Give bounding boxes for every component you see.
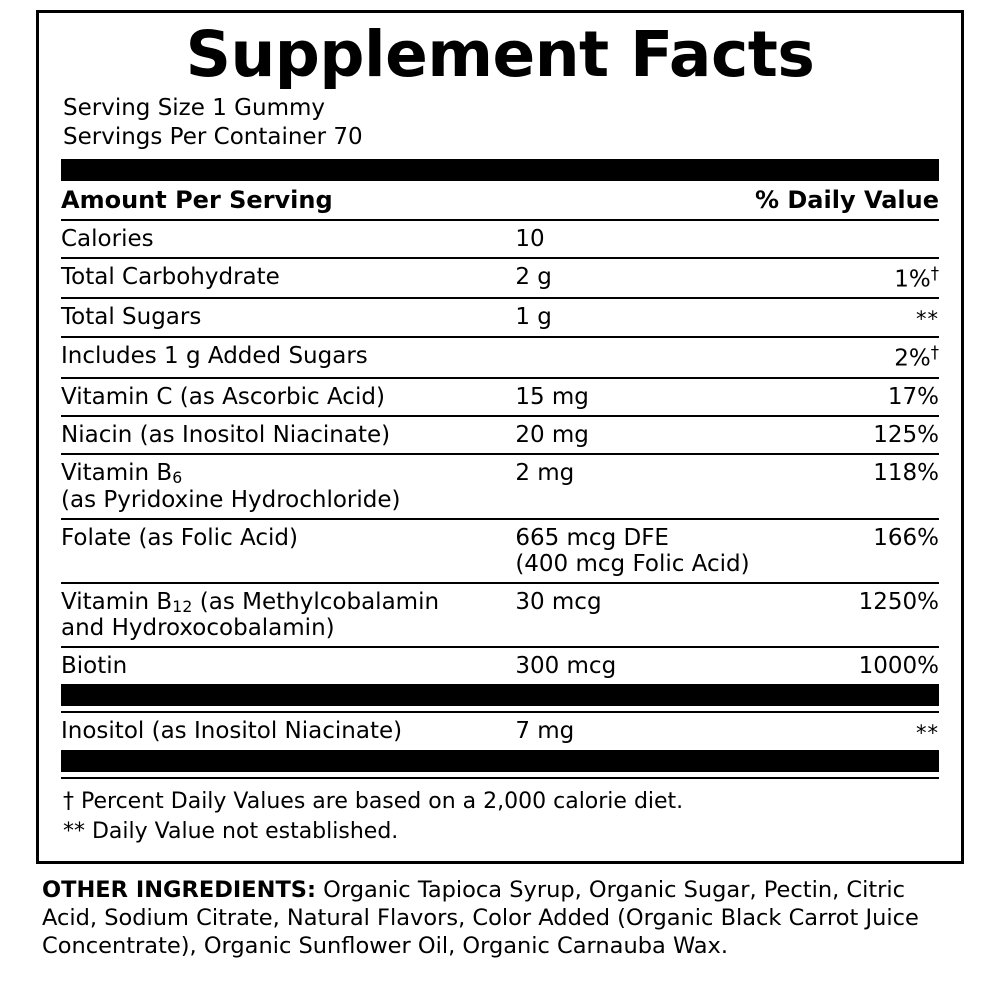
footnote-dagger: † Percent Daily Values are based on a 2,… bbox=[63, 789, 684, 815]
row-label: Niacin (as Inositol Niacinate) bbox=[61, 415, 516, 455]
row-amount: 20 mg bbox=[515, 415, 754, 455]
stars-mark: ** bbox=[916, 307, 939, 332]
row-label-line2: and Hydroxocobalamin) bbox=[61, 615, 335, 642]
row-label: Vitamin B6 (as Pyridoxine Hydrochloride) bbox=[61, 453, 516, 520]
row-amount-line2: (400 mcg Folic Acid) bbox=[515, 550, 750, 577]
dagger-mark: † bbox=[930, 343, 939, 363]
supplement-facts-panel: Supplement Facts Serving Size 1 Gummy Se… bbox=[36, 10, 964, 864]
row-label: Inositol (as Inositol Niacinate) bbox=[61, 718, 403, 745]
table-row: Biotin 300 mcg 1000% bbox=[61, 647, 939, 679]
row-daily-value: 1%† bbox=[753, 257, 939, 300]
other-ingredients-text: Organic Tapioca Syrup, Organic Sugar, Pe… bbox=[42, 876, 919, 960]
table-row: Total Sugars 1 g ** bbox=[61, 298, 939, 339]
table-row: Vitamin B12 (as Methylcobalamin and Hydr… bbox=[61, 582, 939, 649]
row-label-line2: (as Pyridoxine Hydrochloride) bbox=[61, 486, 401, 513]
divider-thick-bottom bbox=[61, 745, 939, 780]
table-row: Inositol (as Inositol Niacinate) 7 mg ** bbox=[61, 712, 939, 745]
footnote-stars: ** Daily Value not established. bbox=[63, 819, 399, 845]
row-daily-value-text: 2% bbox=[894, 345, 931, 372]
row-daily-value: 2%† bbox=[753, 337, 939, 379]
divider-thick-mid bbox=[61, 679, 939, 714]
row-label: Calories bbox=[61, 219, 516, 259]
row-daily-value: 17% bbox=[753, 377, 939, 417]
row-amount: 1 g bbox=[515, 298, 754, 339]
row-daily-value: ** bbox=[753, 712, 939, 745]
row-label-subscript: 6 bbox=[172, 467, 183, 487]
table-row: Calories 10 bbox=[61, 219, 939, 259]
row-daily-value-text: 1% bbox=[894, 266, 931, 293]
row-label: Biotin bbox=[61, 653, 128, 680]
row-label: Vitamin C (as Ascorbic Acid) bbox=[61, 377, 516, 417]
row-daily-value: 166% bbox=[753, 518, 939, 584]
dagger-mark: † bbox=[930, 263, 939, 283]
row-label-rest: (as Methylcobalamin bbox=[192, 588, 440, 615]
row-daily-value: 1250% bbox=[753, 582, 939, 649]
row-label: Total Sugars bbox=[61, 298, 516, 339]
row-amount: 10 bbox=[515, 219, 754, 259]
divider-row bbox=[61, 745, 939, 780]
row-label: Total Carbohydrate bbox=[61, 257, 516, 300]
divider-row bbox=[61, 679, 939, 714]
header-daily-value: % Daily Value bbox=[753, 180, 939, 221]
serving-info: Serving Size 1 Gummy Servings Per Contai… bbox=[63, 94, 939, 153]
table-header-row: Amount Per Serving % Daily Value bbox=[61, 180, 939, 221]
table-row: Niacin (as Inositol Niacinate) 20 mg 125… bbox=[61, 415, 939, 455]
row-amount: 665 mcg DFE (400 mcg Folic Acid) bbox=[515, 518, 754, 584]
servings-per-container: Servings Per Container 70 bbox=[63, 124, 363, 151]
header-amount-per-serving: Amount Per Serving bbox=[61, 180, 754, 221]
other-ingredients-label: OTHER INGREDIENTS: bbox=[42, 876, 316, 903]
table-row: Vitamin B6 (as Pyridoxine Hydrochloride)… bbox=[61, 453, 939, 520]
table-row: Folate (as Folic Acid) 665 mcg DFE (400 … bbox=[61, 518, 939, 584]
row-amount: 2 g bbox=[515, 257, 754, 300]
stars-mark: ** bbox=[916, 721, 939, 746]
row-label-subscript: 12 bbox=[172, 596, 193, 616]
row-amount: 7 mg bbox=[515, 718, 575, 745]
row-daily-value: 125% bbox=[753, 415, 939, 455]
serving-size: Serving Size 1 Gummy bbox=[63, 95, 325, 121]
row-label: Vitamin B12 (as Methylcobalamin and Hydr… bbox=[61, 582, 516, 649]
row-label-base: Vitamin B bbox=[61, 588, 173, 615]
other-ingredients: OTHER INGREDIENTS: Organic Tapioca Syrup… bbox=[42, 876, 958, 961]
row-daily-value: 1000% bbox=[858, 653, 939, 680]
row-label: Includes 1 g Added Sugars bbox=[61, 337, 516, 379]
row-amount-line1: 665 mcg DFE bbox=[515, 524, 669, 551]
table-row: Includes 1 g Added Sugars 2%† bbox=[61, 337, 939, 379]
row-label-base: Vitamin B bbox=[61, 459, 173, 486]
row-amount: 30 mcg bbox=[515, 582, 754, 649]
row-daily-value: ** bbox=[753, 298, 939, 339]
row-label: Folate (as Folic Acid) bbox=[61, 518, 516, 584]
row-amount: 2 mg bbox=[515, 453, 754, 520]
panel-title: Supplement Facts bbox=[185, 18, 815, 91]
divider-thick-top bbox=[61, 158, 939, 181]
row-daily-value bbox=[753, 219, 939, 259]
row-amount: 15 mg bbox=[515, 377, 754, 417]
row-amount: 300 mcg bbox=[515, 653, 617, 680]
row-amount bbox=[515, 337, 754, 379]
footnotes: † Percent Daily Values are based on a 2,… bbox=[63, 787, 939, 846]
table-row: Total Carbohydrate 2 g 1%† bbox=[61, 257, 939, 300]
nutrition-table: Amount Per Serving % Daily Value Calorie… bbox=[61, 180, 939, 780]
row-daily-value: 118% bbox=[753, 453, 939, 520]
table-row: Vitamin C (as Ascorbic Acid) 15 mg 17% bbox=[61, 377, 939, 417]
